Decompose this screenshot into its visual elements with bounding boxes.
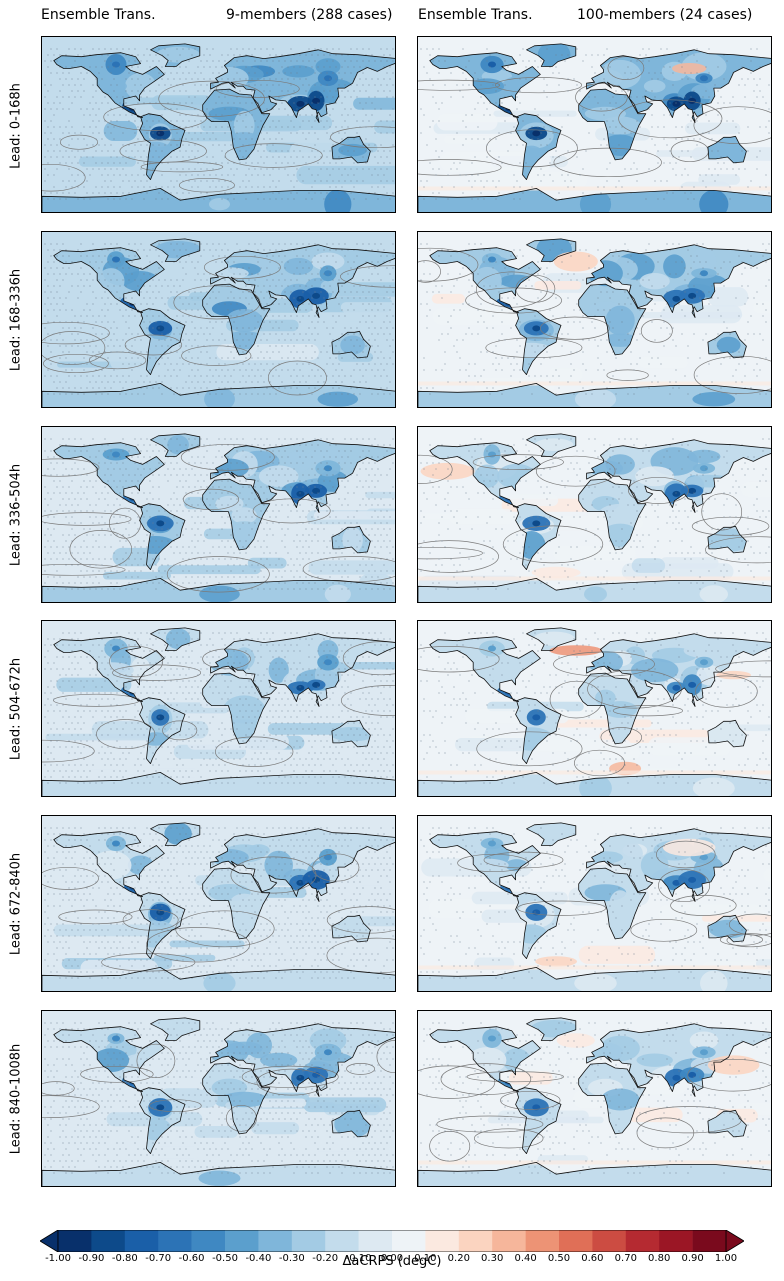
colorbar-tick-label: 0.10	[414, 1253, 437, 1264]
colorbar-tick-label: -0.40	[245, 1253, 272, 1264]
map-panel-r3-c0	[41, 620, 396, 797]
colorbar-tick-label: 0.70	[614, 1253, 637, 1264]
row-label-text: Lead: 168-336h	[8, 268, 24, 372]
colorbar-tick-label: 0.50	[547, 1253, 571, 1264]
map-panel-r4-c1	[417, 815, 772, 992]
colorbar-tick-label: -0.50	[212, 1253, 238, 1264]
row-label-text: Lead: 0-168h	[8, 83, 24, 169]
col-title-left-1: Ensemble Trans.	[418, 7, 533, 23]
row-label-text: Lead: 840-1008h	[8, 1043, 24, 1155]
map-panel-r4-c0	[41, 815, 396, 992]
colorbar-tick-label: -0.10	[345, 1253, 372, 1264]
col-title-right-0: 9-members (288 cases)	[226, 7, 393, 23]
colorbar-tick-label: 0.90	[681, 1253, 704, 1264]
map-panel-r1-c0	[41, 231, 396, 408]
colorbar-tick-label: -0.70	[145, 1253, 172, 1264]
row-label-text: Lead: 504-672h	[8, 657, 24, 761]
colorbar-tick-label: 0.40	[514, 1253, 537, 1264]
colorbar-tick-label: 0.30	[481, 1253, 504, 1264]
colorbar-tick-label: 0.60	[581, 1253, 604, 1264]
map-panel-r2-c1	[417, 426, 772, 603]
row-label-text: Lead: 336-504h	[8, 463, 24, 567]
colorbar	[40, 1230, 744, 1252]
row-label-text: Lead: 672-840h	[8, 852, 24, 956]
colorbar-tick-label: -0.20	[312, 1253, 339, 1264]
map-panel-r3-c1	[417, 620, 772, 797]
col-title-right-1: 100-members (24 cases)	[577, 7, 753, 23]
colorbar-tick-label: -0.90	[78, 1253, 105, 1264]
map-panel-r0-c0	[41, 36, 396, 213]
map-panel-r1-c1	[417, 231, 772, 408]
colorbar-tick-label: -1.00	[45, 1253, 71, 1264]
map-panel-r2-c0	[41, 426, 396, 603]
colorbar-tick-label: -0.60	[178, 1253, 205, 1264]
col-title-left-0: Ensemble Trans.	[41, 7, 156, 23]
colorbar-tick-label: -0.30	[278, 1253, 305, 1264]
colorbar-tick-label: 0.80	[648, 1253, 671, 1264]
colorbar-tick-label: -0.80	[111, 1253, 138, 1264]
colorbar-label: ΔaCRPS (degC)	[342, 1254, 442, 1269]
colorbar-tick-label: 1.00	[714, 1253, 738, 1264]
map-panel-r5-c0	[41, 1010, 396, 1187]
map-panel-r0-c1	[417, 36, 772, 213]
map-panel-r5-c1	[417, 1010, 772, 1187]
colorbar-tick-label: 0.00	[380, 1253, 404, 1264]
colorbar-tick-label: 0.20	[447, 1253, 470, 1264]
